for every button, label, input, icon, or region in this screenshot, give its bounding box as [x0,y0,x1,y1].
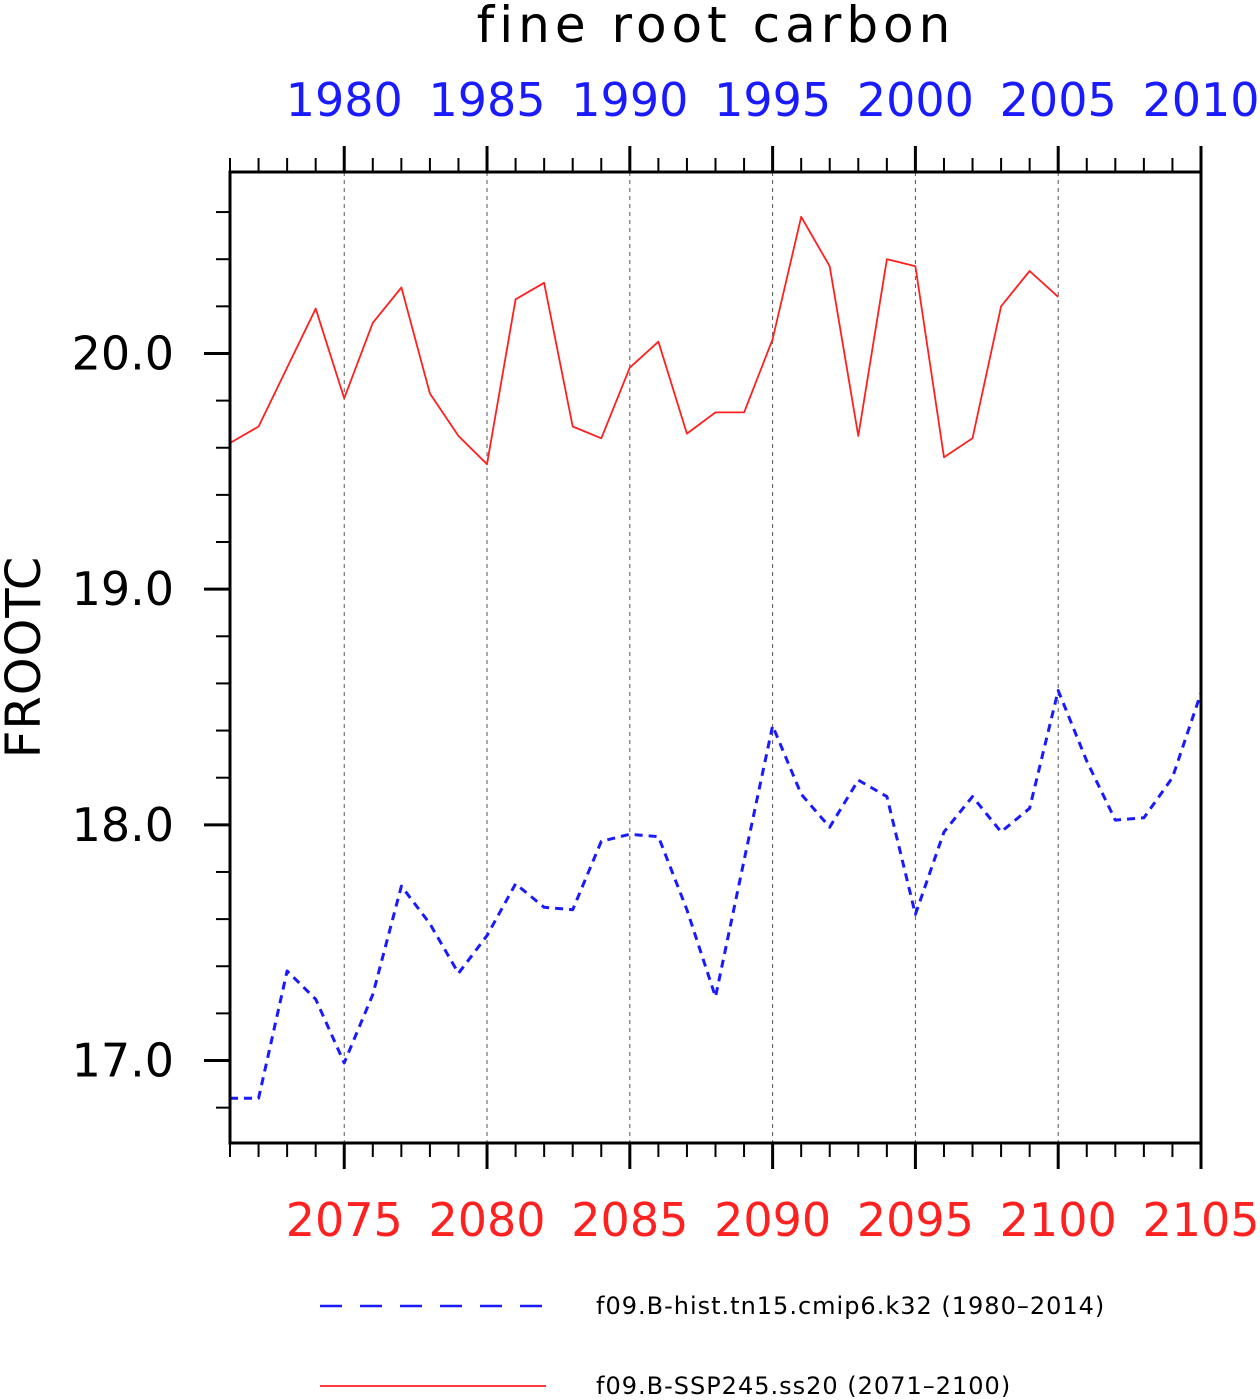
series-line-2 [229,215,1059,466]
y-tick-label: 17.0 [72,1034,174,1088]
x-top-tick-label: 1995 [714,73,831,127]
legend-label: f09.B-SSP245.ss20 (2071–2100) [596,1372,1011,1400]
chart-title: fine root carbon [477,0,956,54]
x-top-tick-label: 2005 [1000,73,1117,127]
y-tick-label: 20.0 [72,326,174,380]
x-top-tick-label: 1980 [286,73,403,127]
x-top-tick-label: 1985 [428,73,545,127]
x-bottom-tick-label: 2100 [1000,1193,1117,1247]
series-line-1 [230,689,1203,1100]
axes: 2075 2080 2085 2090 2095 2100 2105 1980 1985 1990… [72,73,1260,1247]
x-bottom-tick-label: 2090 [714,1193,831,1247]
x-bottom-tick-label: 2080 [428,1193,545,1247]
x-top-tick-label: 2000 [857,73,974,127]
y-axis-label: FROOTC [0,556,52,759]
legend-label: f09.B-hist.tn15.cmip6.k32 (1980–2014) [596,1292,1105,1320]
x-top-tick-label: 2010 [1142,73,1259,127]
x-bottom-tick-label: 2075 [286,1193,403,1247]
x-bottom-tick-label: 2105 [1142,1193,1259,1247]
legend: f09.B-hist.tn15.cmip6.k32 (1980–2014) f09… [320,1292,1105,1400]
vertical-grid-lines [343,172,1059,1143]
y-tick-label: 19.0 [72,562,174,616]
x-bottom-tick-label: 2095 [857,1193,974,1247]
plot-frame [228,170,1203,1145]
x-bottom-tick-label: 2085 [571,1193,688,1247]
y-tick-label: 18.0 [72,798,174,852]
x-top-tick-label: 1990 [571,73,688,127]
series-layer [229,215,1203,1100]
